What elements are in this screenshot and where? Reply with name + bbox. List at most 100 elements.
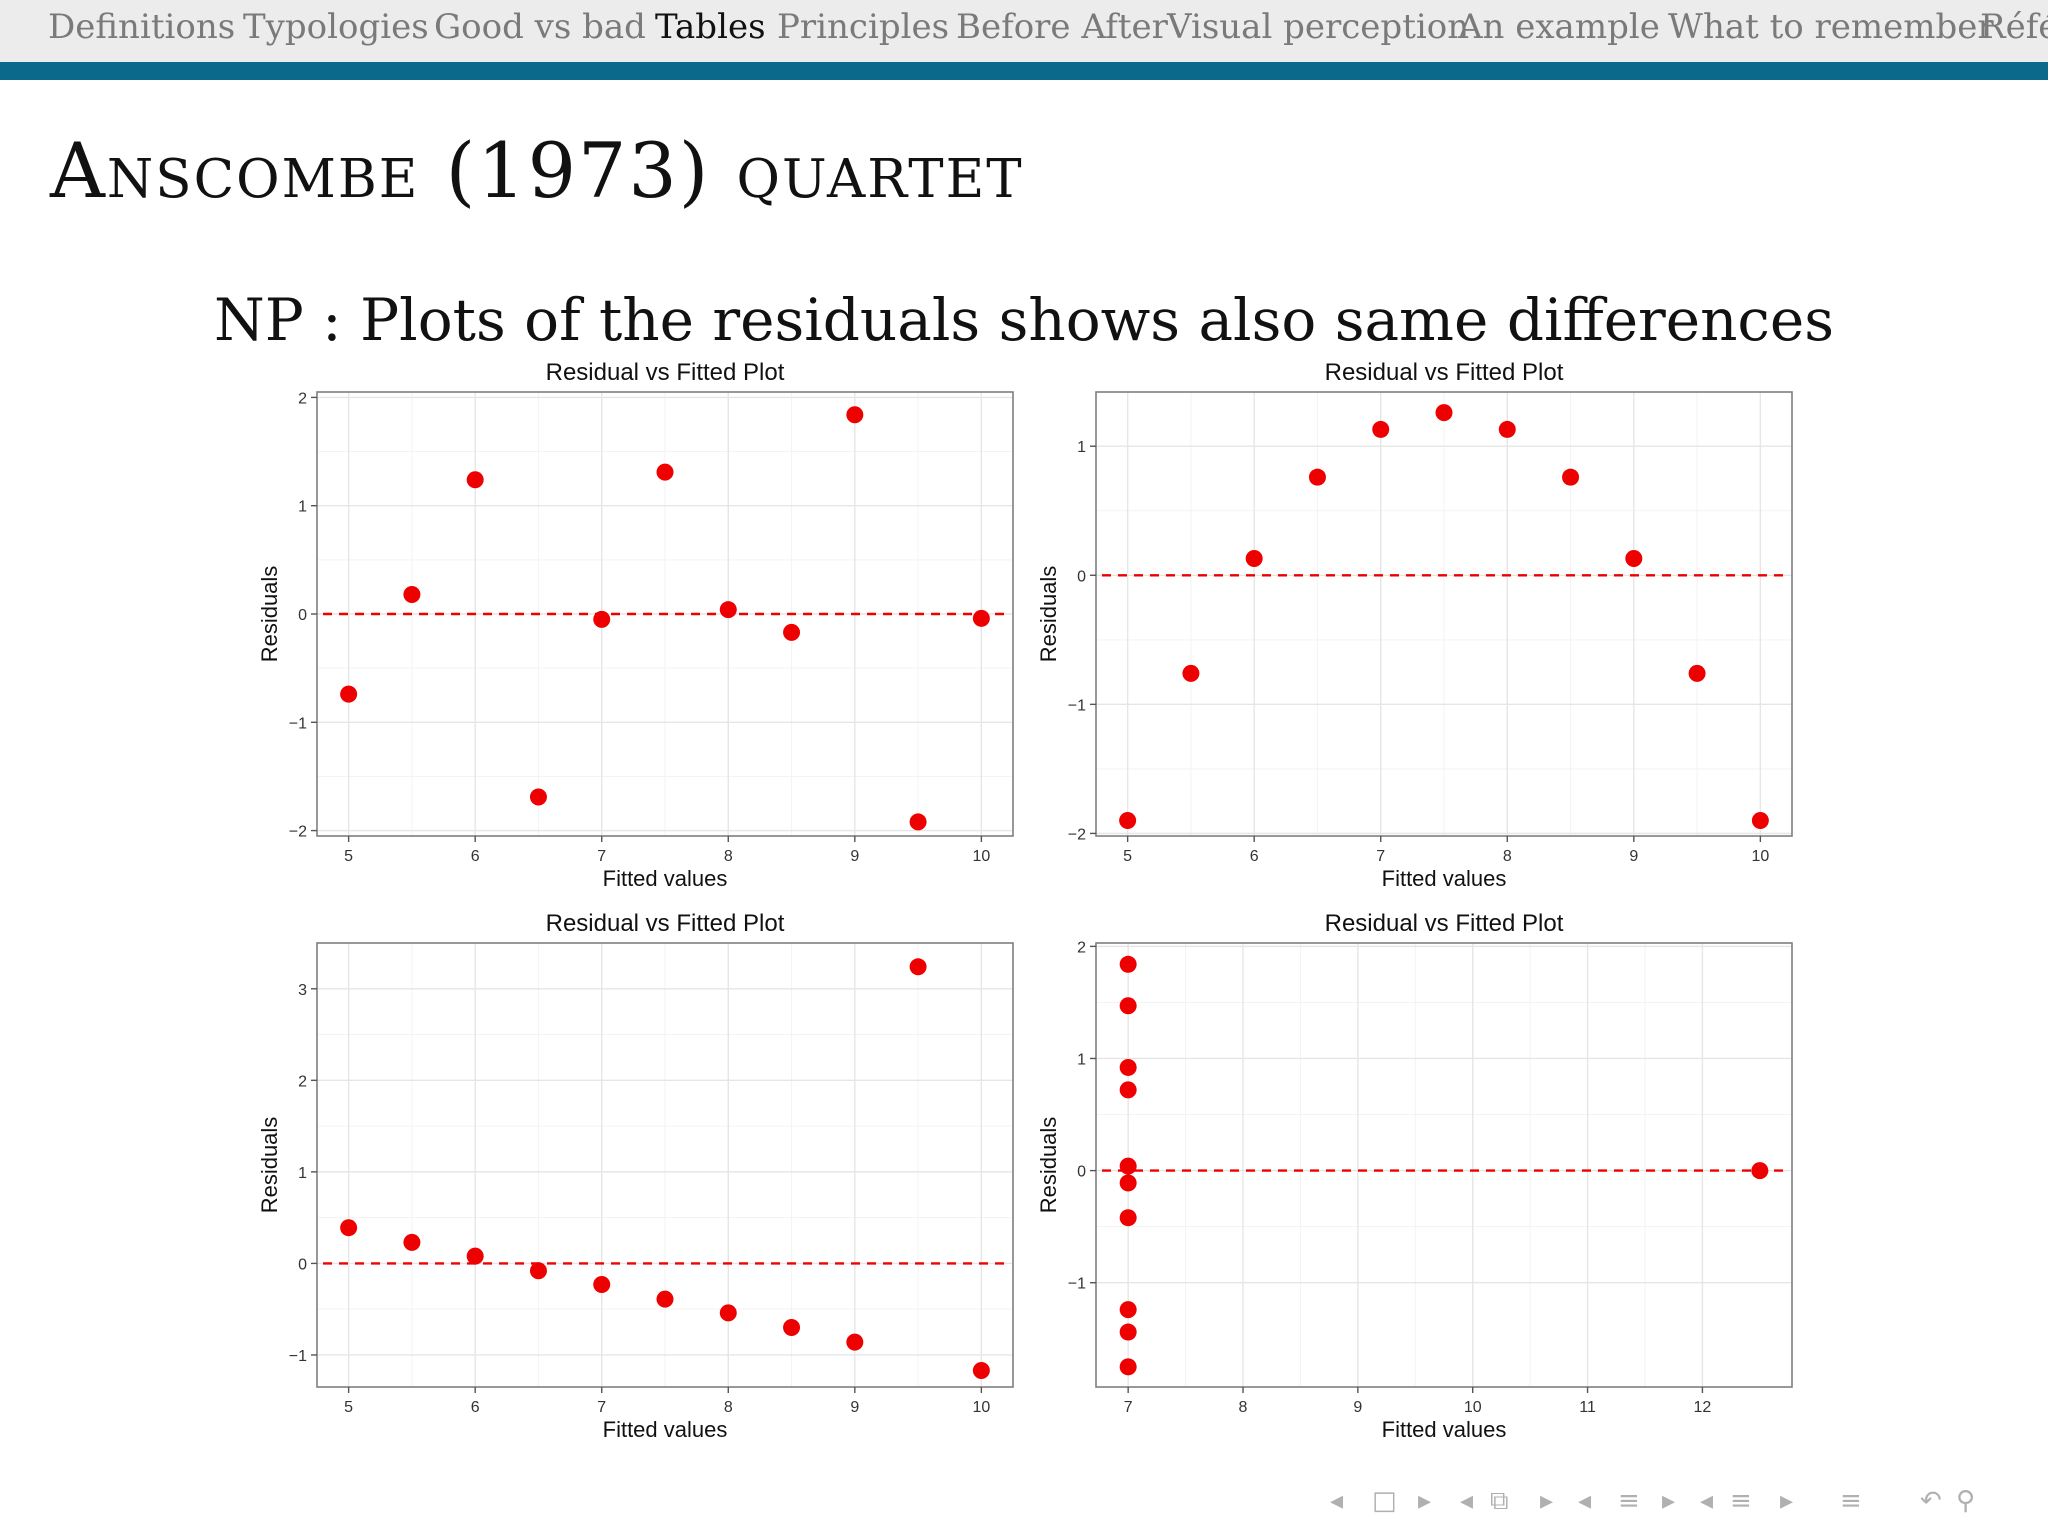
x-tick-label: 6: [471, 848, 480, 865]
residual-plot-panel: 5 6 7 8 9 10 −2 −1 0 1 Residual vs Fitted Plot Fitt…: [1036, 359, 1793, 891]
y-tick-label: −1: [1068, 1276, 1086, 1293]
subsection-icon[interactable]: ⧉: [1490, 1486, 1509, 1516]
triangle-left-icon[interactable]: ◂: [1578, 1486, 1592, 1516]
x-tick-label: 8: [1503, 848, 1512, 865]
y-tick-label: 1: [1077, 439, 1086, 456]
nav-item[interactable]: Principles: [777, 7, 950, 47]
beamer-navigation-controls[interactable]: ◂ □ ▸ ◂ ⧉ ▸ ◂ ≡ ▸ ◂ ≡ ▸ ≡ ↶ ⚲: [1330, 1486, 2030, 1526]
data-point: [1119, 955, 1137, 973]
data-point: [403, 586, 421, 604]
x-tick-label: 5: [344, 848, 353, 865]
y-tick-label: 0: [1077, 568, 1086, 585]
x-tick-label: 7: [597, 848, 606, 865]
toc-icon[interactable]: ≡: [1840, 1486, 1862, 1516]
data-point: [909, 813, 927, 831]
data-point: [1308, 468, 1326, 486]
x-tick-label: 5: [344, 1399, 353, 1416]
slide-subtitle: NP : Plots of the residuals shows also s…: [213, 286, 1835, 354]
chart-title: Residual vs Fitted Plot: [1325, 359, 1564, 386]
triangle-right-icon[interactable]: ▸: [1418, 1486, 1432, 1516]
data-point: [719, 601, 737, 619]
data-point: [1119, 1358, 1137, 1376]
plot-background: [1096, 943, 1792, 1387]
data-point: [783, 623, 801, 641]
y-tick-label: −2: [1068, 826, 1086, 843]
triangle-left-icon[interactable]: ◂: [1330, 1486, 1344, 1516]
y-tick-label: −1: [289, 1348, 307, 1365]
triangle-left-icon[interactable]: ◂: [1700, 1486, 1714, 1516]
y-tick-label: 3: [298, 982, 307, 999]
nav-item[interactable]: Réfé: [1980, 7, 2048, 47]
triangle-right-icon[interactable]: ▸: [1780, 1486, 1794, 1516]
data-point: [593, 610, 611, 628]
top-navigation: Definitions Typologies Good vs bad Tables Pr…: [0, 0, 2048, 62]
data-point: [466, 471, 484, 489]
data-point: [1119, 1323, 1137, 1341]
x-tick-label: 9: [1353, 1399, 1362, 1416]
y-tick-label: 1: [1077, 1051, 1086, 1068]
chart-title: Residual vs Fitted Plot: [1325, 910, 1564, 937]
y-tick-label: 1: [298, 1165, 307, 1182]
data-point: [846, 1333, 864, 1351]
data-point: [909, 958, 927, 976]
x-tick-label: 10: [972, 1399, 990, 1416]
data-point: [1372, 420, 1390, 438]
data-point: [340, 1219, 358, 1237]
data-point: [1119, 1081, 1137, 1099]
nav-item[interactable]: Typologies: [243, 7, 429, 47]
search-icon[interactable]: ⚲: [1956, 1486, 1976, 1516]
data-point: [656, 463, 674, 481]
data-point: [1119, 1058, 1137, 1076]
nav-item[interactable]: An example: [1458, 7, 1660, 47]
data-point: [783, 1318, 801, 1336]
y-tick-label: 2: [298, 390, 307, 407]
list-icon[interactable]: ≡: [1730, 1486, 1752, 1516]
nav-item[interactable]: Tables: [655, 7, 766, 47]
data-point: [1182, 664, 1200, 682]
y-tick-label: −1: [289, 715, 307, 732]
x-axis-label: Fitted values: [603, 1417, 728, 1442]
data-point: [529, 788, 547, 806]
x-tick-label: 8: [724, 848, 733, 865]
data-point: [972, 1362, 990, 1380]
x-tick-label: 5: [1123, 848, 1132, 865]
residual-plot-panel: 5 6 7 8 9 10 −2 −1 0 1 2 Residual vs Fitted Plot Fit…: [257, 359, 1014, 891]
nav-item[interactable]: Visual perception: [1167, 7, 1470, 47]
data-point: [1688, 664, 1706, 682]
data-point: [1435, 404, 1453, 422]
data-point: [656, 1290, 674, 1308]
y-tick-label: 2: [1077, 939, 1086, 956]
nav-item[interactable]: What to remember: [1668, 7, 1994, 47]
data-point: [1119, 812, 1137, 830]
nav-item[interactable]: Definitions: [48, 7, 236, 47]
section-icon[interactable]: ≡: [1618, 1486, 1640, 1516]
data-point: [1751, 1162, 1769, 1180]
x-tick-label: 8: [724, 1399, 733, 1416]
nav-item[interactable]: Before After: [956, 7, 1168, 47]
data-point: [1119, 1209, 1137, 1227]
y-tick-label: 2: [298, 1073, 307, 1090]
x-tick-label: 6: [1250, 848, 1259, 865]
y-axis-label: Residuals: [1036, 1117, 1061, 1214]
frame-icon[interactable]: □: [1372, 1486, 1397, 1516]
x-tick-label: 12: [1694, 1399, 1712, 1416]
triangle-right-icon[interactable]: ▸: [1540, 1486, 1554, 1516]
data-point: [1245, 550, 1263, 567]
data-point: [719, 1304, 737, 1322]
undo-icon[interactable]: ↶: [1920, 1486, 1942, 1516]
data-point: [1562, 468, 1580, 486]
x-tick-label: 10: [972, 848, 990, 865]
navigation-rule: [0, 62, 2048, 80]
triangle-left-icon[interactable]: ◂: [1460, 1486, 1474, 1516]
nav-item[interactable]: Good vs bad: [434, 7, 646, 47]
data-point: [972, 609, 990, 627]
x-tick-label: 7: [597, 1399, 606, 1416]
triangle-right-icon[interactable]: ▸: [1662, 1486, 1676, 1516]
x-tick-label: 11: [1579, 1399, 1596, 1416]
plot-border: [316, 942, 1014, 1388]
plot-border: [1095, 391, 1793, 837]
y-tick-label: −2: [289, 824, 307, 841]
x-tick-label: 9: [850, 848, 859, 865]
data-point: [340, 685, 358, 703]
y-axis-label: Residuals: [257, 1117, 282, 1214]
